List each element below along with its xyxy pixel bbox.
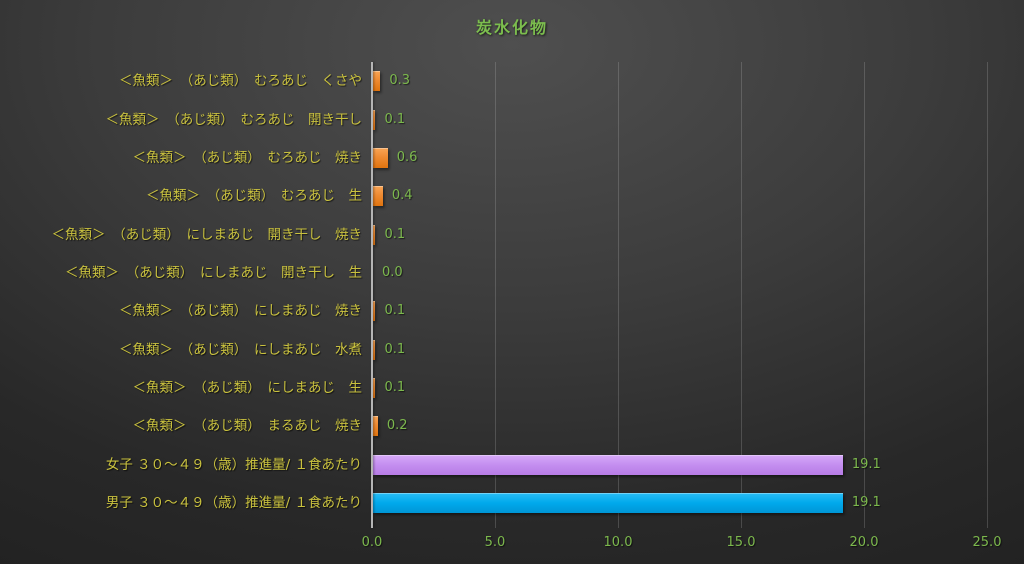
category-label: ＜魚類＞ （あじ類） むろあじ 開き干し — [105, 112, 363, 128]
value-label: 0.3 — [389, 73, 411, 88]
gridline — [494, 62, 496, 528]
category-label: ＜魚類＞ （あじ類） むろあじ くさや — [119, 73, 362, 89]
x-axis-tick-label: 10.0 — [603, 535, 633, 550]
category-label: 女子 ３０～４９（歳）推進量/ １食あたり — [105, 457, 362, 473]
gridline — [617, 62, 619, 528]
bar — [373, 71, 381, 91]
bar — [373, 148, 388, 168]
category-label: ＜魚類＞ （あじ類） むろあじ 焼き — [132, 150, 363, 166]
chart-title: 炭水化物 — [475, 18, 548, 37]
value-label: 0.1 — [384, 303, 406, 318]
value-label: 0.1 — [384, 112, 406, 127]
bar — [373, 493, 843, 513]
bar — [373, 110, 376, 130]
category-label: ＜魚類＞ （あじ類） にしまあじ 開き干し 生 — [65, 265, 362, 281]
value-label: 0.1 — [384, 380, 406, 395]
category-label: ＜魚類＞ （あじ類） にしまあじ 水煮 — [119, 342, 362, 358]
x-axis-tick-label: 5.0 — [484, 535, 506, 550]
bar — [373, 186, 383, 206]
x-axis-tick-label: 15.0 — [726, 535, 756, 550]
value-label: 0.2 — [386, 418, 408, 433]
gridline — [863, 62, 865, 528]
value-label: 0.6 — [396, 150, 418, 165]
value-label: 0.0 — [382, 265, 403, 280]
x-axis-tick-label: 20.0 — [849, 535, 879, 550]
bar — [373, 225, 376, 245]
value-label: 0.4 — [391, 188, 413, 203]
category-label: ＜魚類＞ （あじ類） にしまあじ 生 — [132, 380, 363, 396]
bar — [373, 378, 376, 398]
gridline — [986, 62, 988, 528]
category-label: ＜魚類＞ （あじ類） にしまあじ 開き干し 焼き — [51, 227, 363, 243]
bar — [373, 340, 376, 360]
value-label: 0.1 — [384, 227, 406, 242]
bar — [373, 416, 378, 436]
x-axis-tick-label: 25.0 — [972, 535, 1002, 550]
bar — [373, 455, 843, 475]
bar — [373, 301, 376, 321]
y-axis-line — [371, 62, 373, 528]
x-axis-tick-label: 0.0 — [361, 535, 383, 550]
category-label: ＜魚類＞ （あじ類） まるあじ 焼き — [132, 418, 363, 434]
value-label: 19.1 — [851, 495, 881, 510]
value-label: 0.1 — [384, 342, 406, 357]
value-label: 19.1 — [851, 457, 881, 472]
category-label: ＜魚類＞ （あじ類） にしまあじ 焼き — [119, 303, 362, 319]
gridline — [740, 62, 742, 528]
category-label: ＜魚類＞ （あじ類） むろあじ 生 — [146, 188, 362, 204]
category-label: 男子 ３０～４９（歳）推進量/ １食あたり — [105, 495, 362, 511]
